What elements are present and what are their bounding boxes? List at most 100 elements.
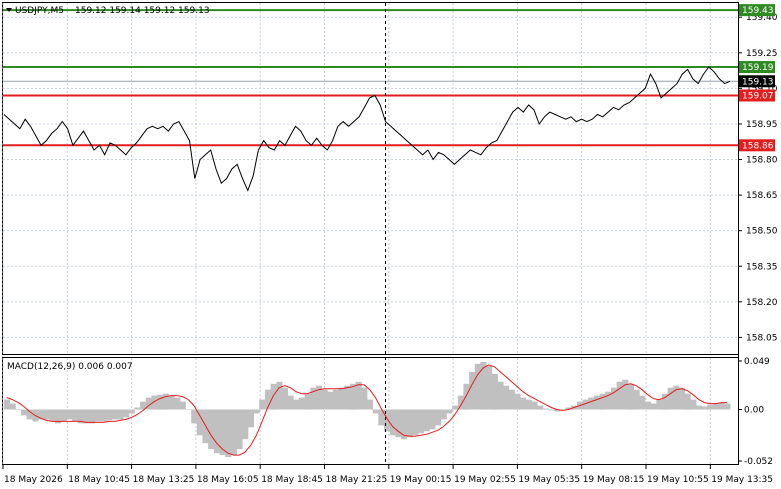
- macd-histogram-bar: [565, 407, 572, 410]
- macd-tick-label: 0.049: [744, 357, 770, 367]
- level-label-bg: [739, 61, 775, 74]
- macd-histogram-bar: [4, 399, 11, 410]
- price-tick-label: 159.10: [746, 84, 778, 94]
- macd-histogram-bar: [548, 409, 555, 411]
- macd-histogram-bar: [236, 409, 243, 450]
- macd-histogram-bar: [440, 409, 447, 420]
- time-axis: 18 May 2026 18 May 10:45 18 May 13:25 18 Ma…: [2, 465, 773, 485]
- macd-histogram-bar: [38, 409, 45, 420]
- macd-histogram-bar: [327, 391, 334, 410]
- macd-histogram-bar: [525, 399, 532, 410]
- macd-histogram-bar: [259, 399, 266, 410]
- macd-histogram-bar: [542, 408, 549, 410]
- macd-histogram-bar: [43, 409, 50, 420]
- level-label-bg: [739, 4, 775, 17]
- macd-histogram-bar: [168, 395, 175, 410]
- macd-histogram-bar: [281, 387, 288, 410]
- macd-histogram-bar: [707, 404, 714, 410]
- macd-histogram-bar: [673, 385, 680, 410]
- macd-histogram-bar: [514, 393, 521, 410]
- macd-histogram-bar: [134, 407, 141, 410]
- macd-axis: 0.049 0.00 -0.052: [738, 357, 773, 467]
- macd-histogram-bar: [66, 409, 73, 420]
- level-label: 159.19: [742, 63, 774, 73]
- macd-histogram-bar: [321, 389, 328, 410]
- macd-histogram-bar: [287, 395, 294, 410]
- macd-histogram-bar: [253, 409, 260, 414]
- macd-histogram-bar: [128, 409, 135, 414]
- macd-histogram-bar: [230, 409, 237, 456]
- macd-histogram-bar: [60, 409, 67, 422]
- macd-histogram-bar: [724, 403, 731, 410]
- macd-histogram-bar: [610, 387, 617, 410]
- macd-histogram-bar: [26, 409, 33, 420]
- macd-histogram-bar: [242, 409, 249, 440]
- level-label-bg: [739, 139, 775, 152]
- macd-histogram-bar: [412, 409, 419, 436]
- macd-histogram-bar: [208, 409, 215, 450]
- macd-histogram-bar: [474, 363, 481, 410]
- macd-histogram-bar: [111, 409, 118, 420]
- macd-histogram-bar: [83, 409, 90, 424]
- macd-histogram-bar: [554, 409, 561, 412]
- macd-histogram-bar: [378, 409, 385, 426]
- macd-histogram-bar: [174, 397, 181, 410]
- macd-histogram-bar: [696, 405, 703, 410]
- symbol-label: USDJPY,M5: [15, 6, 64, 16]
- macd-histogram-bar: [395, 409, 402, 438]
- macd-histogram-bar: [406, 409, 413, 438]
- time-tick-label: 19 May 08:15: [583, 475, 645, 485]
- time-tick-label: 19 May 10:55: [647, 475, 709, 485]
- time-tick-label: 18 May 16:05: [197, 475, 259, 485]
- macd-histogram-bar: [446, 409, 453, 414]
- macd-histogram-bar: [316, 385, 323, 410]
- price-tick-label: 158.20: [746, 298, 778, 308]
- time-tick-label: 19 May 02:55: [454, 475, 516, 485]
- macd-histogram-bar: [140, 401, 147, 410]
- current-price-label: 159.13: [742, 77, 774, 87]
- macd-histogram-bar: [270, 383, 277, 410]
- time-tick-label: 18 May 13:25: [133, 475, 195, 485]
- macd-histogram-bar: [463, 383, 470, 410]
- macd-histogram-bar: [106, 409, 113, 421]
- price-axis: 159.40 159.25 159.10 158.95 158.80 158.65 158.…: [738, 13, 778, 343]
- macd-histogram-bar: [713, 403, 720, 410]
- macd-histogram-bar: [520, 397, 527, 410]
- macd-histogram-bar: [537, 405, 544, 410]
- price-tick-label: 159.25: [746, 49, 778, 59]
- level-labels: 159.43 159.19 159.07 158.86 159.13: [739, 4, 775, 152]
- macd-histogram-bar: [367, 399, 374, 410]
- macd-histogram-bar: [486, 365, 493, 410]
- macd-histogram-bar: [372, 409, 379, 414]
- level-label: 159.43: [742, 6, 774, 16]
- macd-histogram-bar: [179, 401, 186, 410]
- symbol-dropdown-icon[interactable]: [6, 8, 12, 12]
- macd-tick-label: 0.00: [744, 406, 764, 416]
- macd-histogram-bar: [644, 401, 651, 410]
- macd-histogram-bar: [384, 409, 391, 432]
- level-label-bg: [739, 89, 775, 102]
- macd-histogram-bar: [72, 409, 79, 422]
- macd-histogram-bar: [622, 379, 629, 410]
- macd-histogram-bar: [191, 409, 198, 424]
- macd-histogram-bar: [503, 385, 510, 410]
- macd-histogram-bar: [77, 409, 84, 424]
- macd-histogram-bar: [593, 395, 600, 410]
- macd-histogram-bar: [151, 395, 158, 410]
- macd-histogram-bar: [162, 393, 169, 410]
- level-label: 159.07: [742, 91, 774, 101]
- ohlc-label: 159.12 159.14 159.12 159.13: [75, 6, 210, 16]
- macd-histogram-bar: [15, 409, 22, 410]
- macd-indicator-label: MACD(12,26,9) 0.006 0.007: [7, 362, 133, 372]
- macd-histogram-bar: [429, 409, 436, 430]
- macd-histogram-bar: [350, 383, 357, 410]
- macd-histogram-bar: [633, 389, 640, 410]
- macd-histogram-bar: [650, 403, 657, 410]
- macd-histogram-bar: [401, 409, 408, 440]
- macd-histogram-bar: [123, 409, 130, 418]
- macd-histogram-bar: [559, 409, 566, 410]
- macd-histogram-bar: [276, 381, 283, 410]
- macd-histogram-bar: [55, 409, 62, 424]
- macd-histogram-bar: [293, 399, 300, 410]
- price-tick-label: 158.95: [746, 120, 778, 130]
